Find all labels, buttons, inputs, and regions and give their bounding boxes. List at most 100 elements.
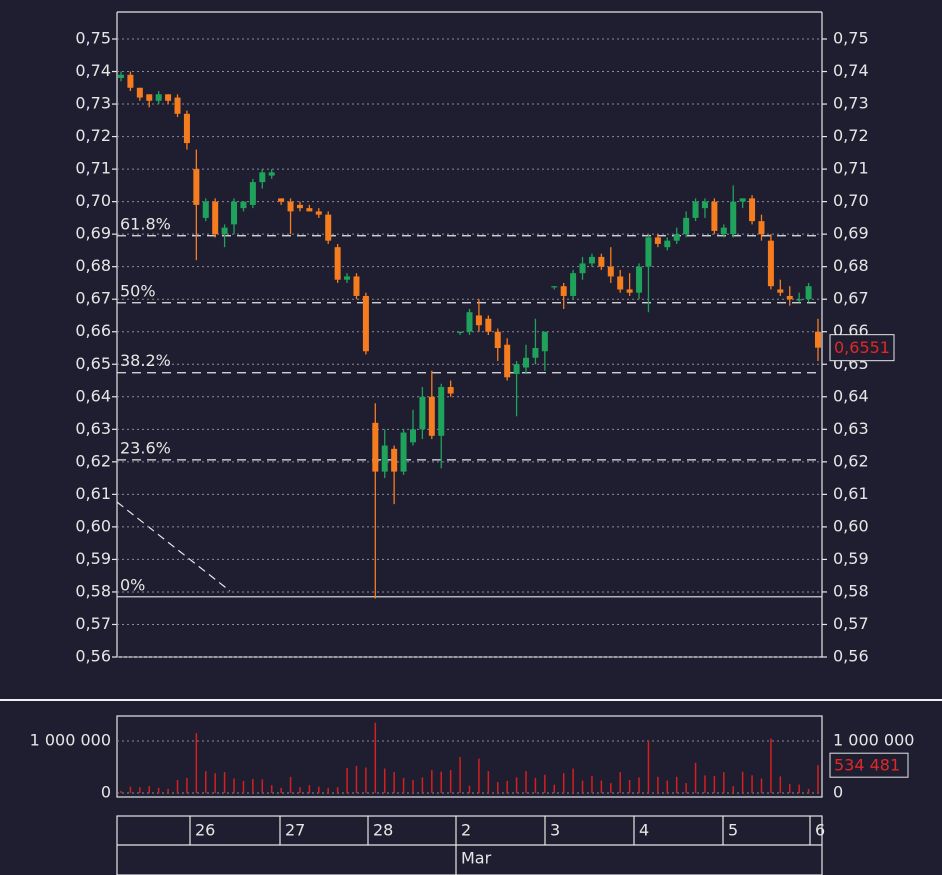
last-volume-label: 534 481 bbox=[834, 756, 900, 775]
candle-body bbox=[598, 256, 605, 267]
day-label: 3 bbox=[550, 821, 560, 840]
y2-tick-label: 0,71 bbox=[833, 159, 869, 178]
candle-body bbox=[551, 286, 558, 288]
y-tick-label: 0,75 bbox=[75, 28, 111, 47]
chart-content: 0,56 0,56 0,57 0,57 0,58 0,58 0,59 0,59 0,60 0,60… bbox=[30, 28, 914, 875]
candle-body bbox=[344, 276, 351, 280]
volume-tick-label-right: 1 000 000 bbox=[833, 730, 914, 749]
candle-body bbox=[287, 201, 294, 212]
candle-body bbox=[353, 276, 360, 296]
candle-body bbox=[504, 344, 511, 378]
candle-body bbox=[683, 217, 690, 235]
candle-body bbox=[636, 266, 643, 293]
candle-body bbox=[457, 331, 464, 333]
y-tick-label: 0,73 bbox=[75, 94, 111, 113]
y-tick-label: 0,62 bbox=[75, 451, 111, 470]
candle-body bbox=[654, 237, 661, 244]
y2-tick-label: 0,63 bbox=[833, 419, 869, 438]
y-tick-label: 0,70 bbox=[75, 191, 111, 210]
candle-body bbox=[777, 289, 784, 293]
candle-body bbox=[268, 172, 275, 176]
y-tick-label: 0,64 bbox=[75, 386, 111, 405]
candle-body bbox=[240, 201, 247, 209]
day-label: 6 bbox=[815, 821, 825, 840]
day-label: 5 bbox=[728, 821, 738, 840]
candle-body bbox=[739, 198, 746, 202]
day-label: 28 bbox=[373, 821, 393, 840]
y-tick-label: 0,60 bbox=[75, 516, 111, 535]
candle-body bbox=[749, 198, 756, 222]
candle-body bbox=[711, 201, 718, 231]
y2-tick-label: 0,58 bbox=[833, 581, 869, 600]
candle-body bbox=[475, 315, 482, 326]
candle-body bbox=[701, 201, 708, 209]
y-tick-label: 0,68 bbox=[75, 256, 111, 275]
y-tick-label: 0,71 bbox=[75, 159, 111, 178]
volume-tick-label: 0 bbox=[101, 782, 111, 801]
candle-body bbox=[212, 201, 219, 235]
candle-body bbox=[259, 172, 266, 183]
candle-body bbox=[362, 295, 369, 352]
candle-body bbox=[588, 256, 595, 264]
day-label: 2 bbox=[461, 821, 471, 840]
y-tick-label: 0,66 bbox=[75, 321, 111, 340]
last-volume-tag bbox=[829, 752, 909, 778]
candle-body bbox=[127, 74, 134, 88]
candle-body bbox=[155, 94, 162, 101]
candle-body bbox=[447, 387, 454, 394]
candle-body bbox=[438, 387, 445, 436]
y-tick-label: 0,67 bbox=[75, 289, 111, 308]
candle-body bbox=[805, 286, 812, 300]
candle-body bbox=[325, 214, 332, 241]
candle-body bbox=[391, 448, 398, 472]
y-tick-label: 0,57 bbox=[75, 614, 111, 633]
day-label: 27 bbox=[285, 821, 305, 840]
y-tick-label: 0,72 bbox=[75, 126, 111, 145]
y2-tick-label: 0,69 bbox=[833, 224, 869, 243]
candle-body bbox=[400, 432, 407, 472]
y2-tick-label: 0,68 bbox=[833, 256, 869, 275]
y2-tick-label: 0,75 bbox=[833, 28, 869, 47]
candle-body bbox=[174, 97, 181, 114]
candle-body bbox=[296, 204, 303, 209]
candle-body bbox=[513, 364, 520, 375]
candle-body bbox=[645, 237, 652, 267]
fib-label: 0% bbox=[120, 575, 145, 594]
fib-label: 50% bbox=[120, 281, 156, 300]
candle-body bbox=[541, 331, 548, 352]
y-tick-label: 0,74 bbox=[75, 61, 111, 80]
candle-body bbox=[730, 201, 737, 235]
y-tick-label: 0,63 bbox=[75, 419, 111, 438]
last-price-label: 0,6551 bbox=[834, 338, 890, 357]
y2-tick-label: 0,59 bbox=[833, 549, 869, 568]
candle-body bbox=[221, 227, 228, 235]
volume-tick-label-right: 0 bbox=[833, 782, 843, 801]
candle-body bbox=[428, 396, 435, 436]
volume-tick-label: 1 000 000 bbox=[30, 730, 111, 749]
candle-body bbox=[607, 266, 614, 277]
candle-body bbox=[617, 276, 624, 290]
candle-body bbox=[523, 357, 530, 368]
y-tick-label: 0,58 bbox=[75, 581, 111, 600]
y2-tick-label: 0,67 bbox=[833, 289, 869, 308]
day-label: 26 bbox=[195, 821, 215, 840]
day-label: 4 bbox=[639, 821, 649, 840]
y-tick-label: 0,69 bbox=[75, 224, 111, 243]
fib-label: 23.6% bbox=[120, 438, 171, 457]
candle-body bbox=[315, 211, 322, 215]
candle-body bbox=[673, 234, 680, 241]
candle-body bbox=[136, 87, 143, 98]
y2-tick-label: 0,64 bbox=[833, 386, 869, 405]
y2-tick-label: 0,70 bbox=[833, 191, 869, 210]
candle-body bbox=[485, 318, 492, 332]
candle-body bbox=[193, 169, 200, 205]
y-tick-label: 0,61 bbox=[75, 484, 111, 503]
y2-tick-label: 0,56 bbox=[833, 647, 869, 666]
y2-tick-label: 0,62 bbox=[833, 451, 869, 470]
volume-panel bbox=[116, 715, 823, 798]
month-label: Mar bbox=[461, 849, 492, 868]
candle-body bbox=[758, 221, 765, 235]
y2-tick-label: 0,61 bbox=[833, 484, 869, 503]
